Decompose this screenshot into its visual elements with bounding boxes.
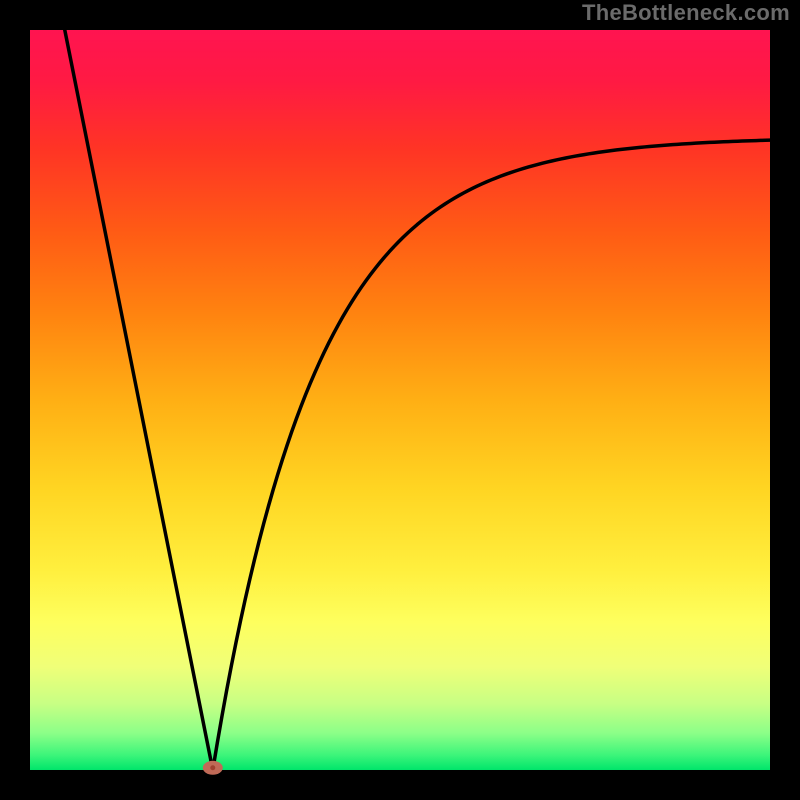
- chart-container: TheBottleneck.com: [0, 0, 800, 800]
- bottleneck-chart: [0, 0, 800, 800]
- optimal-marker-dot: [210, 765, 215, 770]
- watermark-text: TheBottleneck.com: [582, 0, 790, 26]
- plot-gradient: [30, 30, 770, 770]
